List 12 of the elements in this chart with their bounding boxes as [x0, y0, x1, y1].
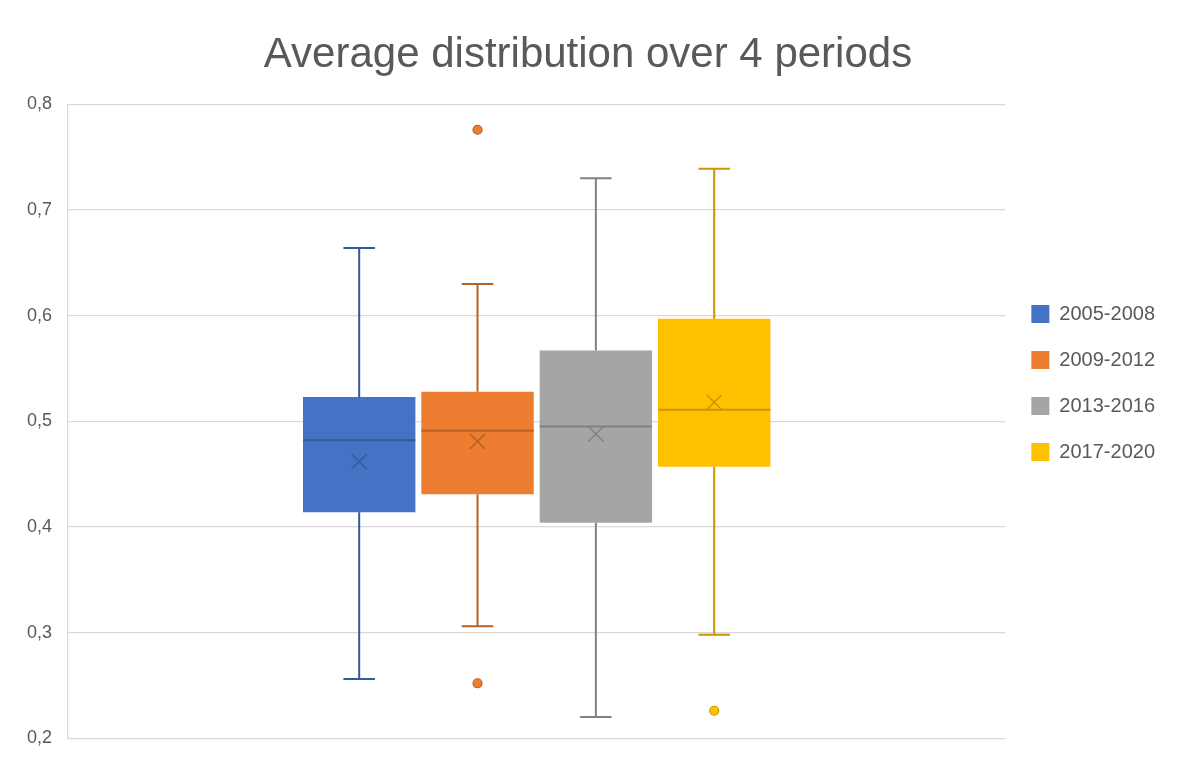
y-tick-label: 0,8: [26, 93, 53, 114]
y-tick-label: 0,3: [26, 621, 53, 642]
y-tick-label: 0,6: [26, 304, 53, 325]
legend-label: 2005-2008: [1059, 301, 1156, 324]
chart-title: Average distribution over 4 periods: [263, 28, 913, 76]
legend-label: 2013-2016: [1059, 393, 1156, 416]
legend-label: 2017-2020: [1059, 439, 1156, 462]
y-tick-label: 0,4: [26, 515, 53, 536]
y-tick-label: 0,5: [26, 410, 53, 431]
legend-label: 2009-2012: [1059, 347, 1156, 370]
y-tick-label: 0,7: [26, 199, 53, 219]
y-tick-label: 0,2: [26, 727, 53, 748]
